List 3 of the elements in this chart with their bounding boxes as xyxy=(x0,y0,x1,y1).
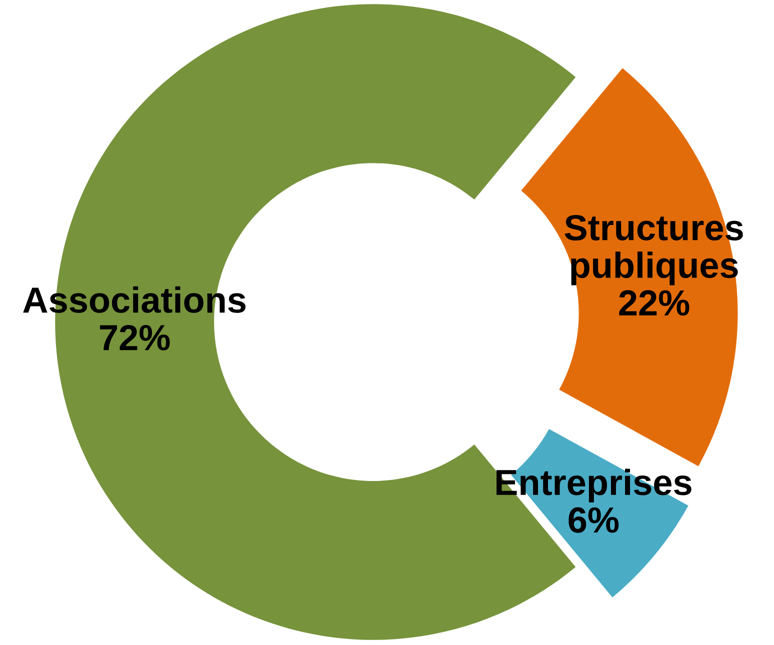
data-label: 72% xyxy=(100,324,170,350)
data-label: 22% xyxy=(619,290,690,316)
data-label: 6% xyxy=(568,507,619,533)
